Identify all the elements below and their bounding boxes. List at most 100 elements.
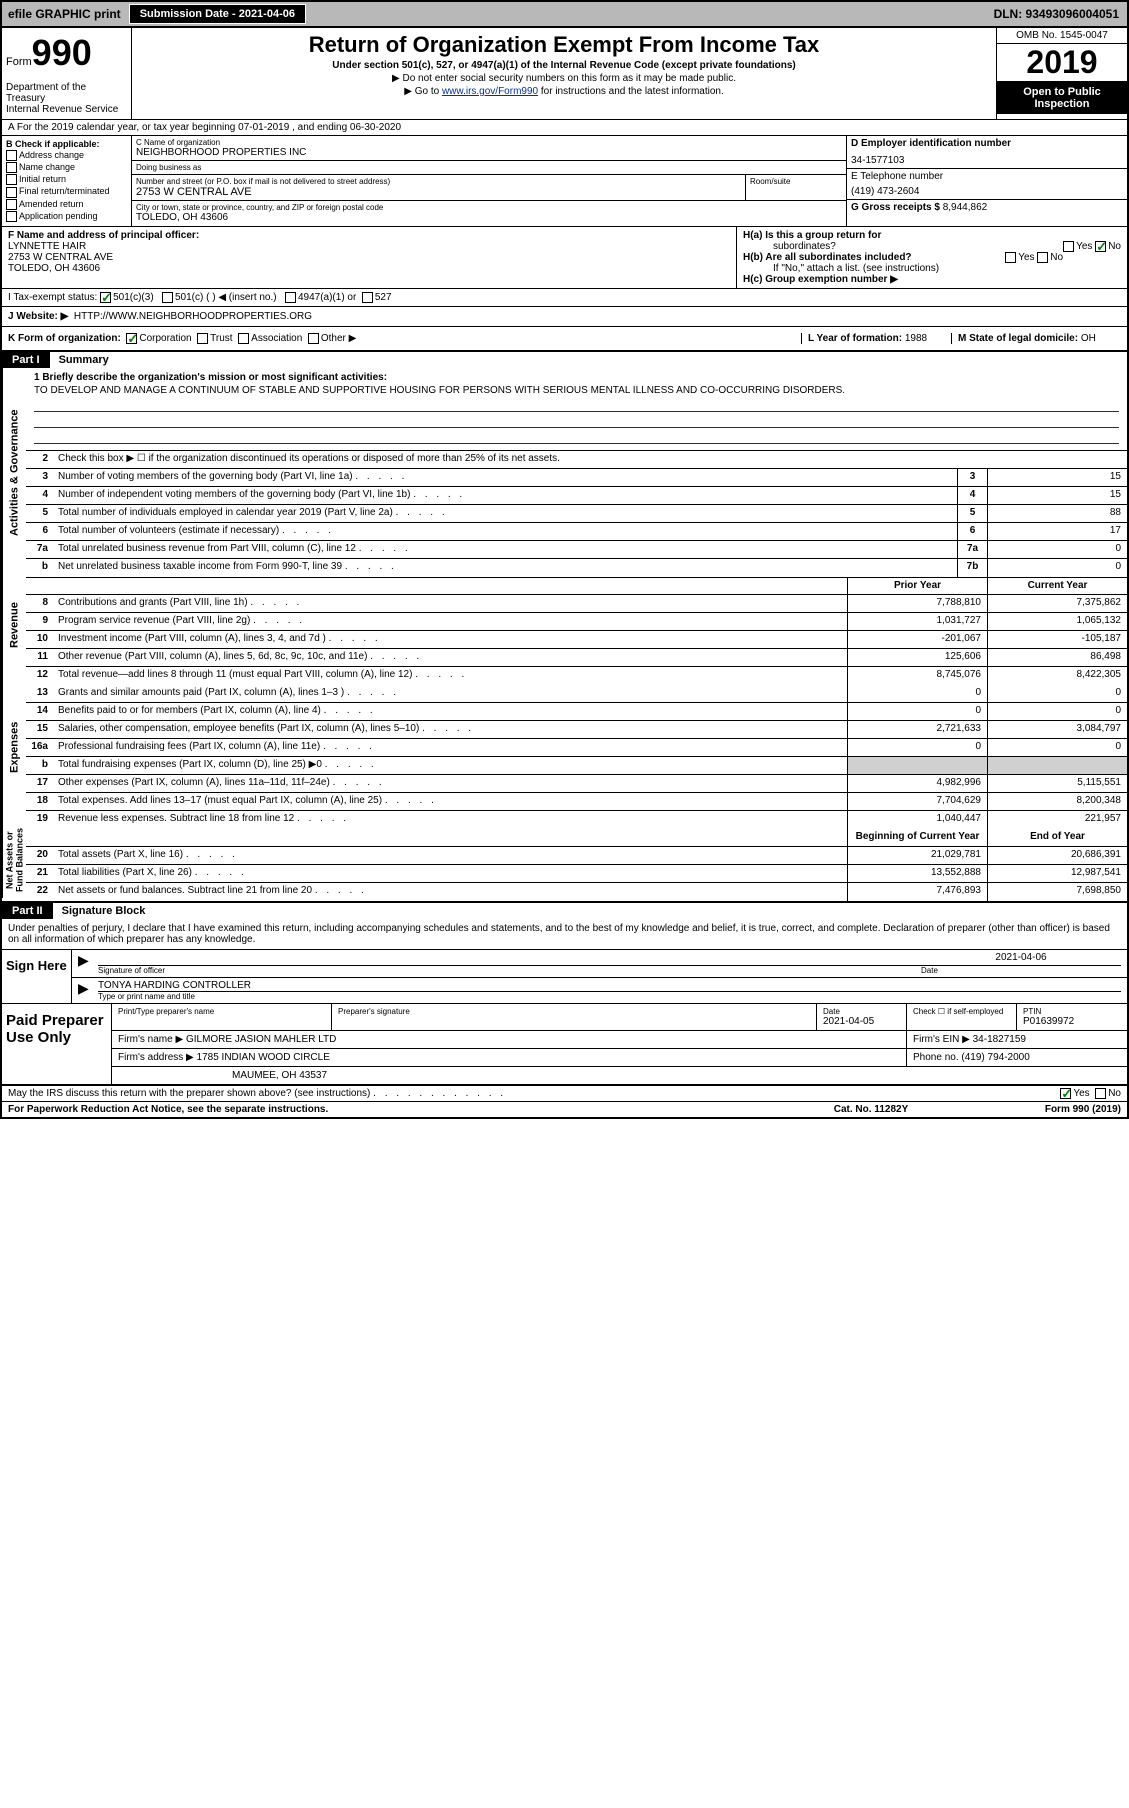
form-footer: Form 990 (2019) (961, 1104, 1121, 1115)
preparer-label: Paid Preparer Use Only (2, 1004, 112, 1084)
table-row: 19Revenue less expenses. Subtract line 1… (26, 811, 1127, 829)
gross-value: 8,944,862 (943, 202, 988, 213)
cb-527[interactable] (362, 292, 373, 303)
signature-block: Under penalties of perjury, I declare th… (2, 919, 1127, 1117)
side-revenue: Revenue (2, 578, 26, 672)
row-i: I Tax-exempt status: 501(c)(3) 501(c) ( … (2, 289, 1127, 307)
ein-row: D Employer identification number 34-1577… (847, 136, 1127, 169)
ptin: P01639972 (1023, 1016, 1121, 1027)
table-row: 18Total expenses. Add lines 13–17 (must … (26, 793, 1127, 811)
cb-other[interactable] (308, 333, 319, 344)
col-headers-2: Beginning of Current Year End of Year (26, 829, 1127, 847)
instruction-2: ▶ Go to www.irs.gov/Form990 for instruct… (136, 86, 992, 97)
row-k: K Form of organization: Corporation Trus… (2, 327, 1127, 352)
cb-application-pending[interactable]: Application pending (6, 211, 127, 222)
ein-value: 34-1577103 (851, 155, 1123, 166)
form-number: 990 (32, 32, 92, 73)
cb-name-change[interactable]: Name change (6, 162, 127, 173)
officer-addr1: 2753 W CENTRAL AVE (8, 252, 730, 263)
firm-ein: 34-1827159 (973, 1034, 1026, 1045)
dln-label: DLN: 93493096004051 (986, 4, 1127, 24)
topbar: efile GRAPHIC print Submission Date - 20… (2, 2, 1127, 28)
row-fgh: F Name and address of principal officer:… (2, 227, 1127, 289)
prep-date: 2021-04-05 (823, 1016, 900, 1027)
state-domicile: OH (1081, 333, 1096, 344)
subtitle: Under section 501(c), 527, or 4947(a)(1)… (136, 60, 992, 71)
table-row: 13Grants and similar amounts paid (Part … (26, 685, 1127, 703)
col-headers-1: Prior Year Current Year (26, 577, 1127, 595)
form-number-cell: Form990 Department of the Treasury Inter… (2, 28, 132, 119)
side-netassets: Net Assets orFund Balances (2, 822, 26, 898)
part-1-header-row: Part I Summary (2, 352, 1127, 368)
cb-501c3[interactable] (100, 292, 111, 303)
table-row: 4Number of independent voting members of… (26, 487, 1127, 505)
cb-trust[interactable] (197, 333, 208, 344)
arrow-icon: ▶ (78, 952, 98, 975)
submission-date-button[interactable]: Submission Date - 2021-04-06 (129, 4, 306, 24)
table-row: 16aProfessional fundraising fees (Part I… (26, 739, 1127, 757)
cb-initial-return[interactable]: Initial return (6, 174, 127, 185)
section-b: B Check if applicable: Address change Na… (2, 136, 132, 226)
part-2-header-row: Part II Signature Block (2, 901, 1127, 919)
cat-no: Cat. No. 11282Y (781, 1104, 961, 1115)
table-row: 11Other revenue (Part VIII, column (A), … (26, 649, 1127, 667)
cb-4947[interactable] (285, 292, 296, 303)
firm-phone: (419) 794-2000 (961, 1052, 1029, 1063)
side-expenses: Expenses (2, 672, 26, 822)
row-2: 2 Check this box ▶ ☐ if the organization… (26, 451, 1127, 469)
cb-amended-return[interactable]: Amended return (6, 199, 127, 210)
table-row: 9Program service revenue (Part VIII, lin… (26, 613, 1127, 631)
sign-here-label: Sign Here (2, 950, 72, 1003)
sign-date: 2021-04-06 (921, 952, 1121, 966)
cb-501c[interactable] (162, 292, 173, 303)
section-c: C Name of organization NEIGHBORHOOD PROP… (132, 136, 847, 226)
form-container: efile GRAPHIC print Submission Date - 20… (0, 0, 1129, 1119)
omb-number: OMB No. 1545-0047 (997, 28, 1127, 44)
efile-label: efile GRAPHIC print (2, 4, 127, 24)
cb-corporation[interactable] (126, 333, 137, 344)
title-cell: Return of Organization Exempt From Incom… (132, 28, 997, 119)
mission-block: 1 Briefly describe the organization's mi… (26, 368, 1127, 451)
side-activities: Activities & Governance (2, 368, 26, 578)
cb-association[interactable] (238, 333, 249, 344)
year-formation: 1988 (905, 333, 927, 344)
table-row: 8Contributions and grants (Part VIII, li… (26, 595, 1127, 613)
table-row: bTotal fundraising expenses (Part IX, co… (26, 757, 1127, 775)
table-row: 6Total number of volunteers (estimate if… (26, 523, 1127, 541)
table-row: 10Investment income (Part VIII, column (… (26, 631, 1127, 649)
officer-type-name: TONYA HARDING CONTROLLER (98, 980, 1121, 992)
org-name: NEIGHBORHOOD PROPERTIES INC (136, 147, 842, 158)
footer-final: For Paperwork Reduction Act Notice, see … (2, 1102, 1127, 1117)
table-row: 3Number of voting members of the governi… (26, 469, 1127, 487)
officer-name: LYNNETTE HAIR (8, 241, 730, 252)
cb-final-return[interactable]: Final return/terminated (6, 186, 127, 197)
phone-value: (419) 473-2604 (851, 186, 1123, 197)
sign-here-row: Sign Here ▶ Signature of officer 2021-04… (2, 950, 1127, 1004)
city-value: TOLEDO, OH 43606 (136, 212, 842, 223)
website-url: HTTP://WWW.NEIGHBORHOODPROPERTIES.ORG (74, 311, 312, 322)
cb-discuss-yes[interactable] (1060, 1088, 1071, 1099)
table-row: bNet unrelated business taxable income f… (26, 559, 1127, 577)
table-row: 22Net assets or fund balances. Subtract … (26, 883, 1127, 901)
firm-addr2: MAUMEE, OH 43537 (112, 1067, 1127, 1084)
row-a: A For the 2019 calendar year, or tax yea… (2, 120, 1127, 136)
table-row: 14Benefits paid to or for members (Part … (26, 703, 1127, 721)
table-row: 15Salaries, other compensation, employee… (26, 721, 1127, 739)
irs-link[interactable]: www.irs.gov/Form990 (442, 86, 538, 97)
phone-row: E Telephone number (419) 473-2604 (847, 169, 1127, 200)
officer-addr2: TOLEDO, OH 43606 (8, 263, 730, 274)
street-address: 2753 W CENTRAL AVE (136, 186, 741, 198)
table-row: 21Total liabilities (Part X, line 26) . … (26, 865, 1127, 883)
form-label: Form (6, 56, 32, 68)
table-row: 7aTotal unrelated business revenue from … (26, 541, 1127, 559)
firm-addr1: 1785 INDIAN WOOD CIRCLE (197, 1052, 330, 1063)
row-j: J Website: ▶ HTTP://WWW.NEIGHBORHOODPROP… (2, 307, 1127, 327)
cb-discuss-no[interactable] (1095, 1088, 1106, 1099)
address-row: Number and street (or P.O. box if mail i… (132, 175, 846, 200)
summary-table: Activities & Governance Revenue Expenses… (2, 368, 1127, 901)
open-public-label: Open to Public Inspection (997, 82, 1127, 114)
section-f: F Name and address of principal officer:… (2, 227, 737, 288)
section-d: D Employer identification number 34-1577… (847, 136, 1127, 226)
cb-address-change[interactable]: Address change (6, 150, 127, 161)
part-1-badge: Part I (2, 352, 50, 368)
